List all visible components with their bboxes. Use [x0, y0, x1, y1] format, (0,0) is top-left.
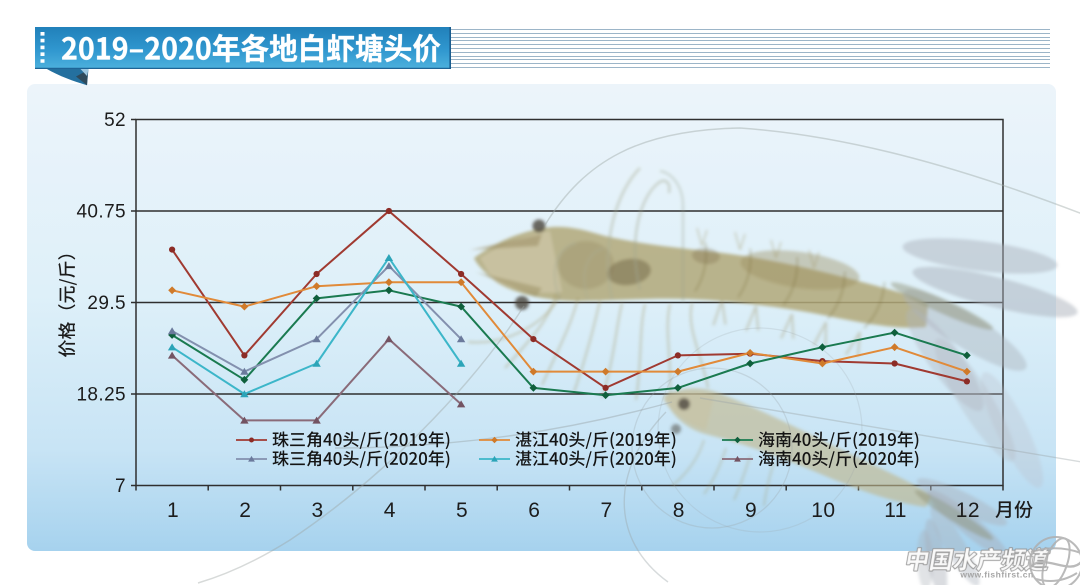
svg-text:40.75: 40.75: [76, 202, 126, 223]
svg-text:2: 2: [239, 499, 251, 522]
svg-text:18.25: 18.25: [76, 385, 126, 406]
svg-text:10: 10: [811, 499, 835, 522]
svg-text:5: 5: [456, 499, 468, 522]
svg-text:29.5: 29.5: [87, 293, 126, 314]
svg-text:8: 8: [673, 499, 685, 522]
svg-text:1: 1: [167, 499, 179, 522]
svg-text:9: 9: [745, 499, 757, 522]
svg-text:4: 4: [384, 499, 396, 522]
svg-text:52: 52: [104, 110, 126, 131]
svg-text:7: 7: [601, 499, 613, 522]
svg-text:11: 11: [884, 499, 907, 522]
svg-text:7: 7: [115, 476, 126, 497]
svg-text:www.fishfirst.cn: www.fishfirst.cn: [959, 570, 1033, 580]
svg-text:3: 3: [312, 499, 324, 522]
svg-text:12: 12: [956, 499, 980, 522]
svg-text:6: 6: [528, 499, 540, 522]
